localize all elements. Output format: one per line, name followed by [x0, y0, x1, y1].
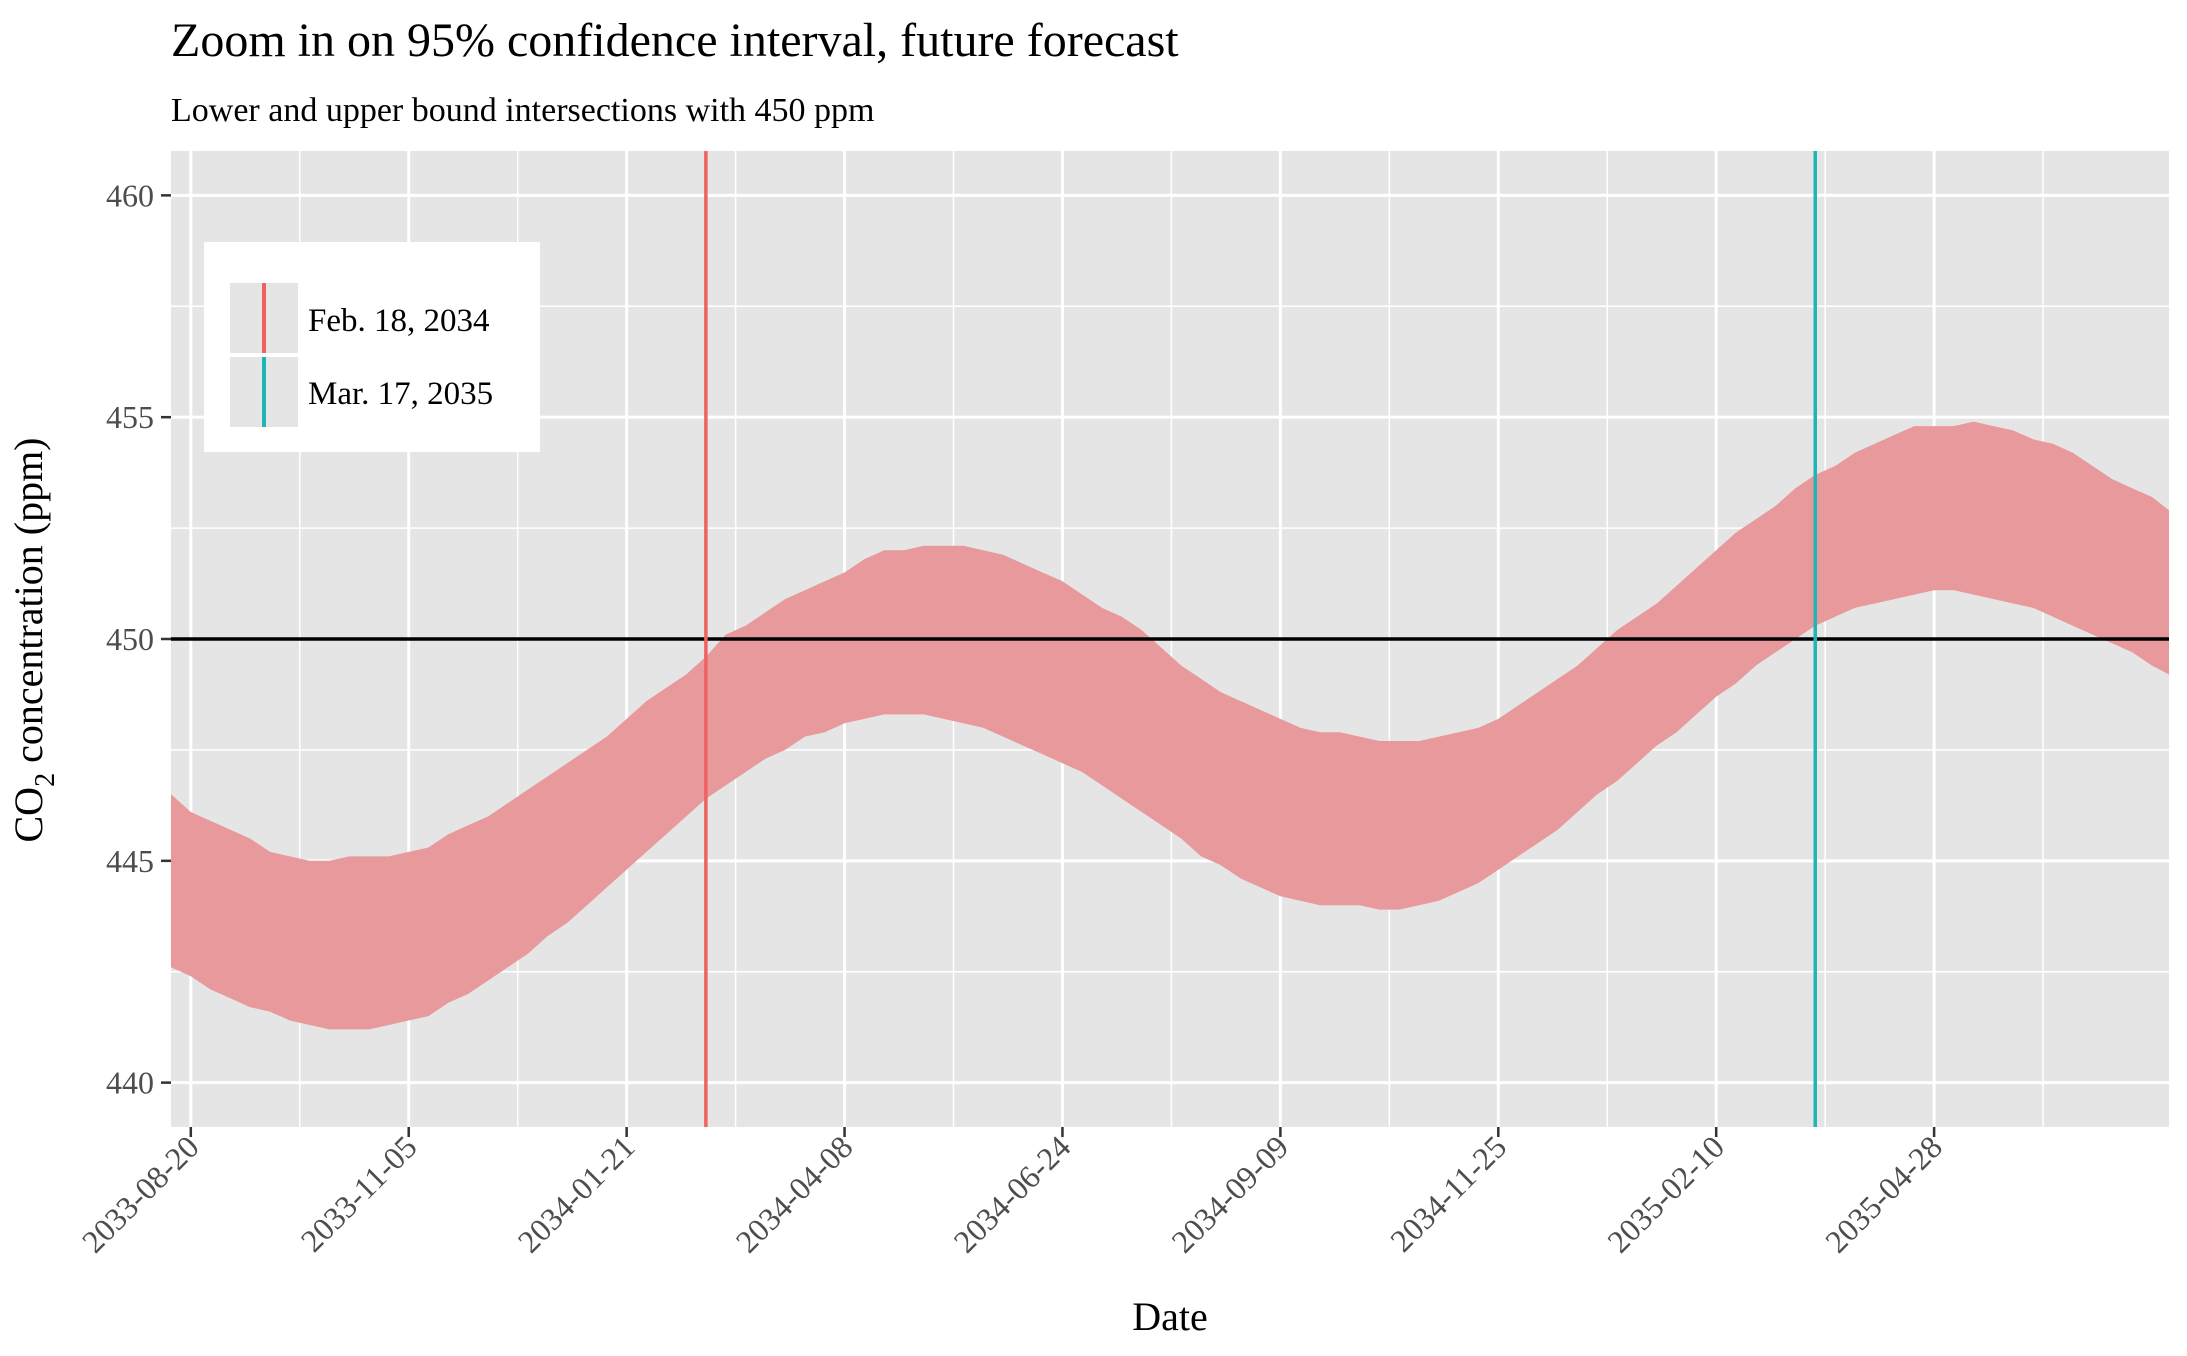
y-axis-label-rest: concentration (ppm) — [6, 437, 51, 772]
y-tick-label: 455 — [106, 399, 154, 435]
x-tick-label: 2035-02-10 — [1600, 1128, 1731, 1259]
x-axis-label: Date — [1132, 1294, 1208, 1339]
x-tick-label: 2033-11-05 — [293, 1128, 423, 1258]
x-tick-label: 2034-01-21 — [511, 1128, 642, 1259]
chart-title: Zoom in on 95% confidence interval, futu… — [171, 14, 1179, 67]
legend: Feb. 18, 2034 Mar. 17, 2035 — [204, 242, 540, 452]
y-tick-label: 445 — [106, 843, 154, 879]
confidence-ribbon — [171, 421, 2169, 1030]
x-tick-label: 2035-04-28 — [1818, 1128, 1949, 1259]
legend-label-1: Feb. 18, 2034 — [308, 303, 490, 339]
y-axis-label-subscript: 2 — [30, 773, 61, 787]
x-tick-label: 2034-11-25 — [1383, 1128, 1513, 1258]
y-tick-label: 450 — [106, 621, 154, 657]
x-tick-label: 2034-06-24 — [946, 1128, 1077, 1259]
x-tick-label: 2033-08-20 — [75, 1128, 206, 1259]
y-tick-label: 440 — [106, 1065, 154, 1101]
x-tick-label: 2034-09-09 — [1164, 1128, 1295, 1259]
y-axis-label-main: CO — [6, 787, 51, 843]
y-tick-label: 460 — [106, 177, 154, 213]
legend-label-2: Mar. 17, 2035 — [308, 376, 493, 412]
y-axis-label: CO2 concentration (ppm) — [6, 437, 61, 842]
x-tick-label: 2034-04-08 — [728, 1128, 859, 1259]
ribbon-layer — [171, 421, 2169, 1030]
reference-lines — [171, 151, 2169, 1127]
chart-subtitle: Lower and upper bound intersections with… — [171, 92, 874, 129]
